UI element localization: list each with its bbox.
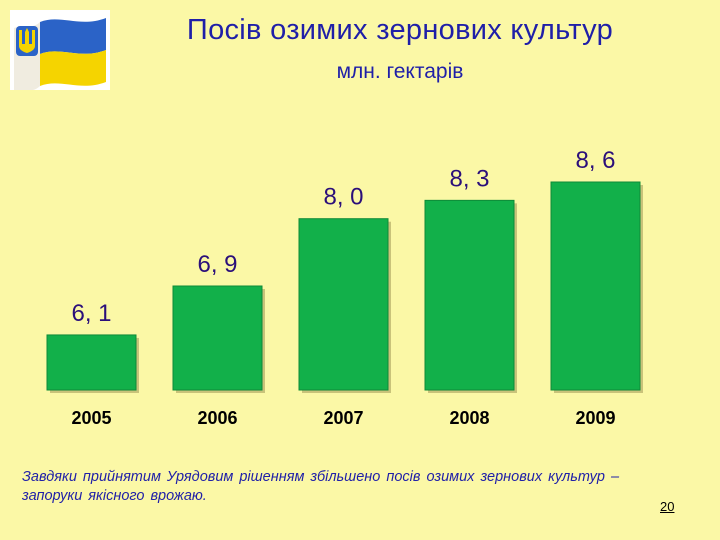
data-label-2008: 8, 3: [449, 165, 489, 192]
page-number: 20: [660, 499, 675, 514]
bar-2008: [424, 199, 515, 391]
data-label-2007: 8, 0: [323, 184, 363, 211]
bar-2005: [46, 334, 137, 391]
page-subtitle: млн. гектарів: [336, 60, 464, 83]
data-label-2006: 6, 9: [197, 251, 237, 278]
caption-text: Завдяки прийнятим Урядовим рішенням збіл…: [22, 469, 620, 504]
ukraine-flag-trident-icon: [10, 10, 110, 90]
category-label-2009: 2009: [575, 408, 615, 428]
category-label-2005: 2005: [71, 408, 111, 428]
category-label-2007: 2007: [323, 408, 363, 428]
bar-2007: [298, 218, 389, 391]
bar-2009: [550, 181, 641, 391]
data-label-2009: 8, 6: [575, 147, 615, 174]
bar-2006: [172, 285, 263, 391]
data-label-2005: 6, 1: [71, 300, 111, 327]
category-label-2006: 2006: [197, 408, 237, 428]
category-label-2008: 2008: [449, 408, 489, 428]
page-title: Посів озимих зернових культур: [186, 14, 614, 46]
